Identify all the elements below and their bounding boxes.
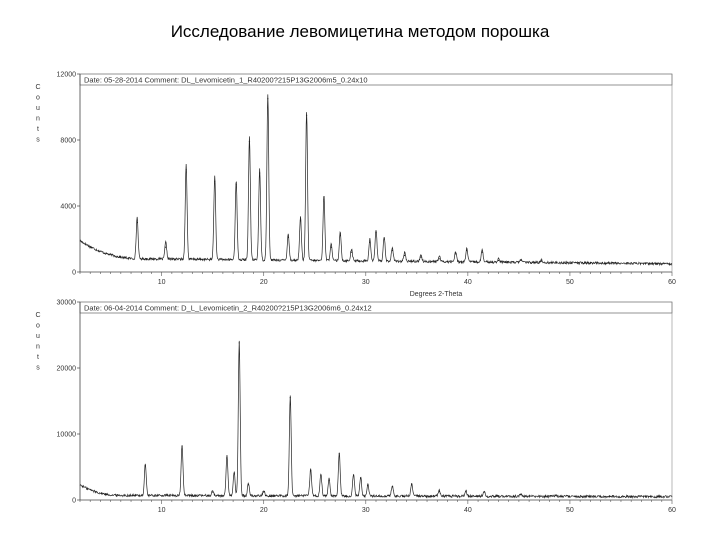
peak-point	[238, 342, 240, 344]
x-tick-label: 20	[260, 507, 268, 514]
peak-point	[360, 477, 362, 479]
x-tick-label: 60	[668, 279, 676, 286]
peak-point	[367, 484, 369, 487]
peak-point	[320, 474, 322, 476]
y-tick-label: 10000	[57, 432, 77, 439]
x-tick-label: 40	[464, 279, 472, 286]
peak-point	[540, 260, 542, 262]
slide-title: Исследование левомицетина методом порошк…	[170, 22, 550, 41]
y-axis-label-letter: t	[37, 354, 39, 361]
peak-point	[520, 259, 522, 262]
x-axis-title: Degrees 2-Theta	[410, 291, 463, 298]
y-axis-label-letter: u	[36, 333, 40, 340]
peak-point	[497, 259, 500, 262]
x-tick-label: 60	[668, 507, 676, 514]
peak-point	[391, 249, 393, 252]
peak-point	[369, 241, 371, 243]
y-tick-label: 12000	[57, 72, 77, 79]
chart-header-text: Date: 05-28-2014 Comment: DL_Levomicetin…	[84, 76, 368, 85]
peak-point	[438, 490, 440, 493]
peak-point	[144, 465, 146, 467]
peak-point	[185, 169, 187, 171]
peak-point	[438, 258, 440, 260]
chart-header-text: Date: 06-04-2014 Comment: D_L_Levomiceti…	[84, 304, 372, 313]
peak-point	[483, 491, 485, 493]
peak-point	[247, 484, 250, 486]
y-axis-label-letter: n	[36, 344, 40, 351]
peak-point	[466, 249, 468, 252]
diffraction-trace	[79, 94, 673, 267]
y-tick-label: 4000	[60, 204, 76, 211]
peak-point	[289, 397, 291, 399]
peak-point	[136, 221, 138, 224]
x-tick-label: 20	[260, 279, 268, 286]
y-tick-label: 20000	[57, 366, 77, 373]
peak-point	[248, 141, 251, 143]
peak-point	[328, 479, 330, 481]
peak-point	[305, 114, 308, 116]
peak-point	[391, 486, 393, 488]
peak-point	[338, 453, 340, 455]
peak-point	[555, 494, 557, 496]
y-tick-label: 8000	[60, 138, 76, 145]
y-axis-label-letter: n	[36, 116, 40, 123]
peak-point	[235, 183, 237, 186]
y-axis-label-letter: o	[36, 95, 40, 102]
x-tick-label: 30	[362, 279, 370, 286]
x-tick-label: 10	[158, 279, 166, 286]
x-tick-label: 10	[158, 507, 166, 514]
peak-point	[330, 246, 332, 248]
peak-point	[403, 254, 406, 257]
x-tick-label: 50	[566, 279, 574, 286]
y-axis-label-letter: s	[36, 365, 40, 372]
y-tick-label: 30000	[57, 300, 77, 307]
x-tick-label: 30	[362, 507, 370, 514]
y-axis-label-letter: o	[36, 323, 40, 330]
peak-point	[375, 231, 377, 233]
peak-point	[350, 251, 353, 253]
peak-point	[411, 484, 413, 486]
peak-point	[212, 491, 214, 493]
peak-point	[165, 246, 167, 248]
peak-point	[181, 445, 183, 448]
x-tick-label: 40	[464, 507, 472, 514]
peak-point	[420, 256, 422, 258]
peak-point	[263, 491, 265, 493]
y-axis-label-letter: s	[36, 137, 40, 144]
peak-point	[520, 494, 522, 496]
x-tick-label: 50	[566, 507, 574, 514]
peak-point	[339, 235, 341, 237]
y-tick-label: 0	[72, 498, 76, 505]
peak-point	[455, 253, 457, 255]
peak-point	[383, 238, 385, 240]
diffraction-trace	[79, 340, 673, 499]
y-axis-label-letter: C	[35, 84, 40, 91]
peak-point	[465, 490, 467, 493]
peak-point	[214, 180, 216, 182]
y-axis-label-letter: t	[37, 126, 39, 133]
peak-point	[259, 172, 261, 174]
y-axis-label-letter: C	[35, 312, 40, 319]
y-axis-label-letter: u	[36, 105, 40, 112]
peak-point	[226, 457, 228, 459]
y-tick-label: 0	[72, 270, 76, 277]
peak-point	[287, 236, 289, 238]
peak-point	[323, 198, 325, 200]
peak-point	[352, 474, 355, 476]
peak-point	[481, 251, 483, 253]
peak-point	[299, 220, 302, 222]
peak-point	[310, 469, 312, 471]
peak-point	[233, 473, 235, 475]
peak-point	[267, 98, 269, 100]
